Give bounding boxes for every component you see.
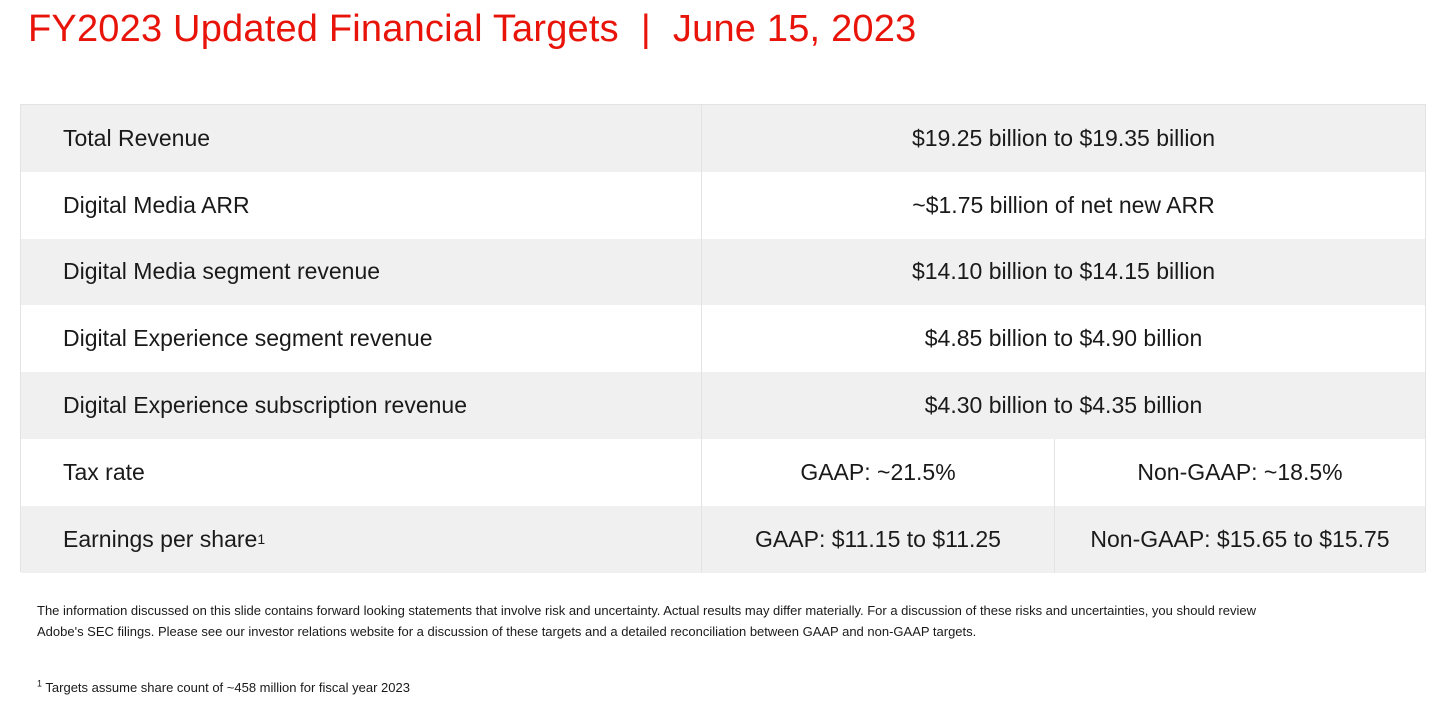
eps-label-text: Earnings per share [63,525,258,552]
footnote: 1 Targets assume share count of ~458 mil… [37,678,410,695]
row-value: $4.85 billion to $4.90 billion [924,325,1203,352]
title-date: June 15, 2023 [672,8,917,50]
row-label: Digital Media ARR [21,171,702,239]
row-label: Digital Experience subscription revenue [21,372,702,439]
title-separator: | [640,8,651,50]
row-value: $14.10 billion to $14.15 billion [911,258,1216,285]
table-row-tax-rate: Tax rate GAAP: ~21.5% Non-GAAP: ~18.5% [21,438,1425,506]
table-row: Digital Media ARR ~$1.75 billion of net … [21,171,1425,239]
table-row: Digital Media segment revenue $14.10 bil… [21,238,1425,306]
eps-label: Earnings per share 1 [21,505,702,573]
row-value: $4.30 billion to $4.35 billion [924,392,1203,419]
disclaimer-text: The information discussed on this slide … [37,603,1256,639]
slide-title: FY2023 Updated Financial Targets | June 15… [28,8,916,51]
table-row: Digital Experience subscription revenue … [21,372,1425,439]
table-row-eps: Earnings per share 1 GAAP: $11.15 to $11.… [21,505,1425,573]
title-text: FY2023 Updated Financial Targets [28,8,619,50]
footnote-text: Targets assume share count of ~458 milli… [45,680,410,695]
footnote-marker: 1 [37,678,43,689]
table-row: Total Revenue $19.25 billion to $19.35 b… [21,105,1425,172]
row-label: Digital Experience segment revenue [21,305,702,373]
tax-rate-label: Tax rate [21,438,702,506]
row-value: $19.25 billion to $19.35 billion [911,124,1216,151]
row-value: ~$1.75 billion of net new ARR [912,191,1215,218]
table-row: Digital Experience segment revenue $4.85… [21,305,1425,373]
row-label: Total Revenue [21,105,702,172]
tax-rate-gaap: GAAP: ~21.5% [702,438,1055,506]
targets-table: Total Revenue $19.25 billion to $19.35 b… [20,104,1426,573]
eps-gaap: GAAP: $11.15 to $11.25 [702,505,1055,573]
tax-rate-non-gaap: Non-GAAP: ~18.5% [1137,458,1343,485]
row-label: Digital Media segment revenue [21,238,702,306]
eps-non-gaap: Non-GAAP: $15.65 to $15.75 [1090,525,1390,552]
